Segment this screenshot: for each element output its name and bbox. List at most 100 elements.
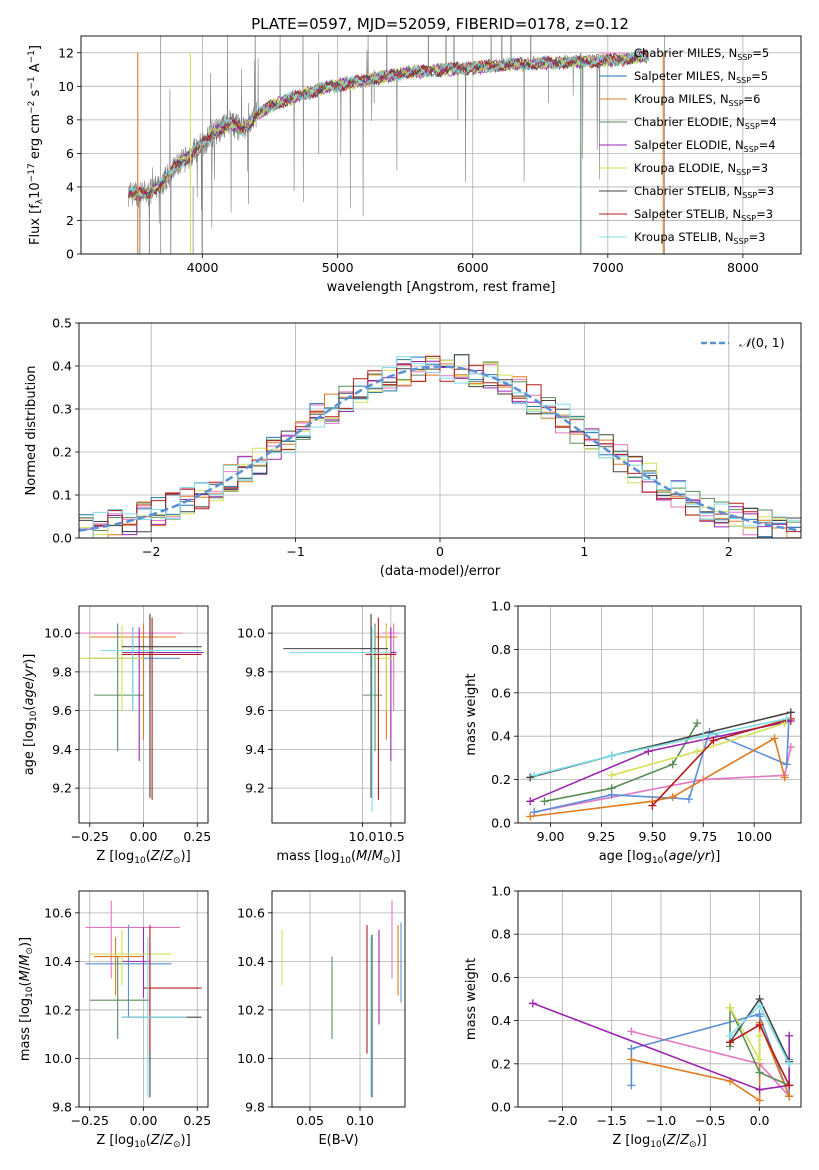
model-line — [127, 51, 649, 201]
y-tick-label: 0.0 — [52, 531, 72, 546]
x-tick-label: 9.75 — [689, 829, 717, 844]
x-tick-label: −0.25 — [71, 829, 109, 844]
y-tick-label: 0.2 — [491, 772, 511, 787]
legend-label: Kroupa MILES, NSSP=6 — [634, 92, 760, 108]
y-axis-label: mass [log10(M/M⊙)] — [18, 937, 35, 1061]
data-point-marker — [782, 760, 791, 769]
y-axis-label: mass weight — [464, 958, 479, 1040]
x-tick-label: −1.0 — [646, 1113, 676, 1128]
x-tick-label: 10.5 — [377, 829, 405, 844]
data-point-marker — [627, 1027, 636, 1036]
x-tick-label: −2 — [142, 544, 160, 559]
mass-weight-vs-age-panel: 9.00 9.25 9.50 9.75 10.00 0.0 0.2 0.4 0.6 0.8 1.0 a… — [464, 599, 802, 866]
x-tick-label: −0.25 — [71, 1113, 109, 1128]
legend-label: Chabrier ELODIE, NSSP=4 — [634, 115, 777, 131]
y-axis-label: mass weight — [464, 673, 479, 755]
data-point-marker — [526, 812, 535, 821]
x-tick-label: −1 — [286, 544, 304, 559]
data-point-marker — [693, 719, 702, 728]
x-tick-label: 0.00 — [130, 1113, 158, 1128]
x-tick-label: 0.25 — [183, 829, 211, 844]
legend-label: Chabrier STELIB, NSSP=3 — [634, 184, 774, 200]
y-tick-label: 4 — [66, 179, 74, 194]
model-line — [127, 49, 649, 201]
y-tick-label: 9.8 — [245, 664, 265, 679]
x-tick-label: 0 — [436, 544, 444, 559]
data-point-marker — [782, 714, 791, 723]
data-point-marker — [685, 795, 694, 804]
x-tick-label: 8000 — [727, 260, 759, 275]
data-point-marker — [770, 734, 779, 743]
normal-reference-curve — [78, 365, 802, 532]
legend-label: 𝒩(0, 1) — [739, 335, 785, 350]
data-point-marker — [785, 1081, 794, 1090]
x-tick-label: 7000 — [592, 260, 624, 275]
y-tick-label: 0.4 — [52, 359, 72, 374]
mass-vs-ebv-panel: 0.05 0.10 9.8 10.0 10.2 10.4 10.6 E(B-V) — [237, 890, 406, 1148]
y-tick-label: 10.2 — [237, 1002, 265, 1017]
data-point-marker — [540, 797, 549, 806]
x-tick-label: −2.0 — [547, 1113, 577, 1128]
spectrum-panel: 4000 5000 6000 7000 8000 0 2 4 6 8 10 12 wavelength … — [27, 35, 802, 295]
x-axis-label: Z [log10(Z/Z⊙)] — [96, 1133, 190, 1150]
x-tick-label: −0.5 — [695, 1113, 725, 1128]
data-point-marker — [528, 999, 537, 1008]
legend-label: Salpeter STELIB, NSSP=3 — [634, 207, 773, 223]
y-tick-label: 10.4 — [237, 954, 265, 969]
data-point-marker — [785, 1031, 794, 1040]
x-tick-label: 0.05 — [296, 1113, 324, 1128]
x-tick-label: 4000 — [187, 260, 219, 275]
y-axis-label: age [log10(age/yr)] — [22, 654, 39, 776]
data-point-marker — [785, 1092, 794, 1101]
data-point-marker — [668, 792, 677, 801]
mass-weight-line — [729, 1007, 790, 1087]
y-tick-label: 9.4 — [52, 742, 72, 757]
legend-label: Salpeter MILES, NSSP=5 — [634, 69, 768, 85]
y-tick-label: 0.8 — [491, 927, 511, 942]
data-point-marker — [607, 771, 616, 780]
data-point-marker — [668, 760, 677, 769]
x-tick-label: 0.0 — [750, 1113, 770, 1128]
axes-frame — [517, 605, 802, 824]
data-point-marker — [755, 1085, 764, 1094]
y-tick-label: 6 — [66, 146, 74, 161]
y-tick-label: 9.2 — [245, 781, 265, 796]
y-tick-label: 10.0 — [237, 626, 265, 641]
y-tick-label: 0.2 — [491, 1056, 511, 1071]
y-tick-label: 0.4 — [491, 729, 511, 744]
x-tick-label: 5000 — [322, 260, 354, 275]
axes-frame — [78, 322, 802, 539]
y-tick-label: 9.2 — [52, 781, 72, 796]
x-tick-label: 9.00 — [537, 829, 565, 844]
x-tick-label: 10.0 — [349, 829, 377, 844]
legend-label: Kroupa ELODIE, NSSP=3 — [634, 161, 768, 177]
data-point-marker — [755, 1055, 764, 1064]
data-point-marker — [755, 1031, 764, 1040]
x-tick-label: 0.10 — [346, 1113, 374, 1128]
axes-frame — [271, 605, 406, 824]
legend-label: Kroupa STELIB, NSSP=3 — [634, 230, 765, 246]
y-axis-label: Flux [fλ10−17 erg cm−2 s−1 A−1] — [27, 45, 45, 245]
y-tick-label: 10.6 — [44, 905, 72, 920]
histogram-series — [79, 355, 801, 538]
y-tick-label: 10.0 — [44, 1051, 72, 1066]
spectrum-legend: Chabrier MILES, NSSP=5 Salpeter MILES, NS… — [599, 46, 777, 246]
y-axis-label: Normed distribution — [24, 366, 39, 496]
data-point-marker — [607, 751, 616, 760]
figure-title: PLATE=0597, MJD=52059, FIBERID=0178, z=0… — [251, 15, 629, 33]
data-point-marker — [699, 732, 708, 741]
data-point-marker — [648, 801, 657, 810]
y-tick-label: 0.2 — [52, 445, 72, 460]
y-tick-label: 10.0 — [237, 1051, 265, 1066]
y-tick-label: 2 — [66, 213, 74, 228]
y-tick-label: 0.1 — [52, 488, 72, 503]
data-point-marker — [526, 797, 535, 806]
data-point-marker — [709, 736, 718, 745]
y-tick-label: 1.0 — [491, 599, 511, 614]
axes-frame — [80, 35, 802, 255]
y-tick-label: 0.0 — [491, 1100, 511, 1115]
data-point-marker — [526, 773, 535, 782]
y-tick-label: 10.4 — [44, 954, 72, 969]
